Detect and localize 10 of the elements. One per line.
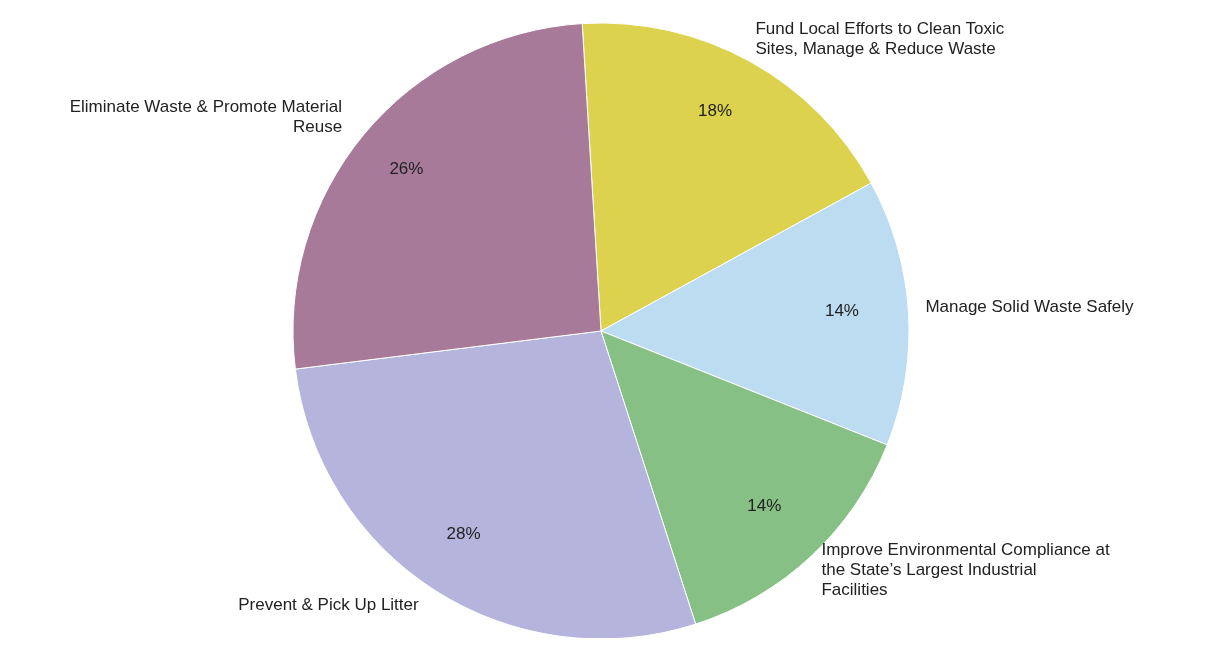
data-label: 14% — [824, 301, 859, 321]
slice-label: Fund Local Efforts to Clean Toxic Sites, Manage & Reduce Waste — [755, 18, 1005, 58]
data-label: 18% — [698, 100, 733, 120]
data-label: 14% — [747, 496, 782, 516]
slice-label: Improve Environmental Compliance at the State’s Largest Industrial Facilities — [821, 539, 1110, 599]
data-label: 26% — [389, 159, 424, 179]
data-label: 28% — [446, 524, 481, 544]
slice-label: Manage Solid Waste Safely — [925, 296, 1135, 316]
slice-label: Prevent & Pick Up Litter — [238, 594, 420, 614]
slice-label: Eliminate Waste & Promote Material Reuse — [69, 96, 343, 136]
